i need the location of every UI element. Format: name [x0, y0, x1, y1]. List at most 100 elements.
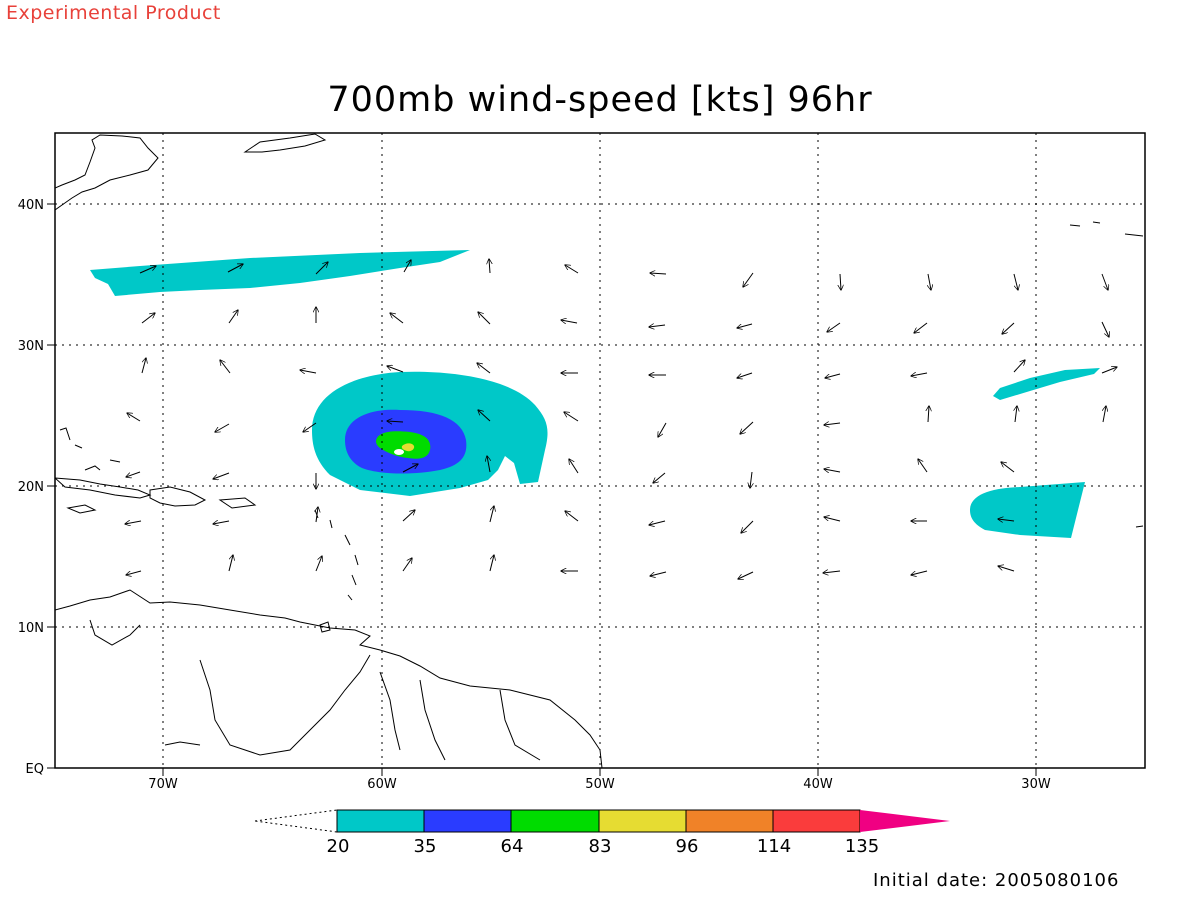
wind-arrow: [228, 310, 238, 324]
wind-arrow: [487, 456, 490, 473]
lon-labels: 70W 60W 50W 40W 30W: [148, 777, 1051, 792]
colorbar-tick-20: 20: [327, 836, 350, 857]
wind-vectors: [125, 259, 1117, 579]
wind-arrow: [928, 273, 931, 290]
wind-arrow: [569, 459, 579, 474]
lat-label-40n: 40N: [18, 198, 44, 213]
wind-patch-east-2: [970, 482, 1085, 538]
lat-label-20n: 20N: [18, 480, 44, 495]
wind-arrow: [316, 507, 318, 523]
colorbar-segment-83-96: [598, 809, 687, 833]
wind-arrow: [564, 412, 579, 422]
jet-streak-north: [90, 250, 470, 296]
wind-arrow: [737, 323, 753, 328]
hispaniola-coast: [149, 486, 207, 507]
wind-patch-east-1: [993, 368, 1100, 400]
wind-arrow: [823, 571, 841, 573]
coastlines: [55, 133, 1144, 768]
lon-label-40w: 40W: [803, 777, 833, 792]
colorbar: 20 35 64 83 96 114 135: [254, 809, 950, 857]
colorbar-segment-64-83: [510, 809, 600, 833]
wind-arrow: [478, 410, 491, 422]
bahamas: [59, 427, 121, 471]
wind-arrow: [1101, 367, 1117, 374]
wind-arrow: [928, 406, 929, 423]
colorbar-segment-20-35: [336, 809, 425, 833]
wind-arrow: [403, 260, 411, 273]
wind-arrow: [827, 322, 841, 332]
colorbar-segment-96-114: [685, 809, 774, 833]
wind-arrow: [561, 320, 578, 323]
wind-arrow: [315, 556, 322, 572]
colorbar-tick-135: 135: [845, 836, 879, 857]
colorbar-above-max-triangle: [860, 810, 950, 832]
map-title: 700mb wind-speed [kts] 96hr: [327, 80, 873, 120]
wind-arrow: [741, 520, 754, 533]
lat-label-10n: 10N: [18, 621, 44, 636]
canary-islands: [1135, 525, 1144, 528]
wind-arrow: [743, 272, 754, 287]
hurricane-64kt-core: [376, 431, 431, 459]
wind-arrow: [139, 266, 156, 274]
wind-arrow: [141, 313, 155, 324]
wind-arrow: [489, 555, 494, 572]
wind-arrow: [1002, 322, 1015, 334]
wind-arrow: [303, 422, 317, 432]
puerto-rico-coast: [218, 497, 257, 509]
wind-arrow: [840, 273, 841, 290]
wind-arrow: [387, 421, 404, 422]
wind-arrow: [141, 358, 146, 374]
wind-arrow: [911, 373, 928, 376]
wind-arrow: [740, 421, 754, 434]
wind-arrow: [387, 366, 404, 373]
wind-arrow: [824, 469, 841, 472]
wind-arrow: [918, 459, 928, 473]
wind-arrow: [126, 471, 141, 477]
wind-arrow: [998, 519, 1015, 521]
lat-label-30n: 30N: [18, 339, 44, 354]
wind-arrow: [824, 517, 841, 522]
wind-arrow: [649, 325, 666, 327]
colorbar-segment-114-135: [772, 809, 861, 833]
initial-date: Initial date: 2005080106: [873, 870, 1120, 891]
wind-arrow: [650, 273, 667, 274]
wind-arrow: [737, 372, 753, 378]
wind-arrow: [126, 570, 142, 575]
wind-arrow: [390, 313, 404, 324]
colorbar-tick-96: 96: [676, 836, 699, 857]
wind-arrow: [1013, 360, 1025, 373]
colorbar-tick-64: 64: [501, 836, 524, 857]
wind-arrow: [213, 472, 230, 479]
wind-arrow: [215, 423, 230, 432]
lon-label-50w: 50W: [585, 777, 615, 792]
axis-ticks: [47, 203, 1037, 776]
wind-arrow: [825, 373, 841, 378]
colorbar-segment-35-64: [423, 809, 512, 833]
lon-label-70w: 70W: [148, 777, 178, 792]
wind-arrow: [998, 566, 1015, 572]
colorbar-tick-114: 114: [757, 836, 791, 857]
trinidad-coast: [319, 621, 331, 633]
colorbar-tick-83: 83: [589, 836, 612, 857]
wind-arrow: [911, 570, 928, 575]
wind-arrow: [489, 259, 490, 274]
wind-arrow: [477, 363, 491, 374]
wind-arrow: [658, 422, 667, 437]
wind-arrow: [227, 264, 243, 273]
wind-arrow: [402, 464, 418, 473]
lon-label-60w: 60W: [367, 777, 397, 792]
wind-arrow: [1101, 321, 1109, 337]
south-america-coast: [55, 589, 603, 768]
wind-arrow: [914, 322, 928, 333]
wind-arrow: [489, 506, 494, 523]
colorbar-tick-35: 35: [414, 836, 437, 857]
wind-arrow: [478, 312, 491, 325]
wind-arrow: [565, 511, 579, 522]
wind-arrow: [125, 521, 142, 524]
wind-arrow: [402, 510, 415, 522]
wind-arrow: [402, 558, 412, 572]
wind-arrow: [220, 360, 231, 374]
gridlines: [55, 133, 1145, 768]
experimental-product-label: Experimental Product: [6, 2, 221, 24]
